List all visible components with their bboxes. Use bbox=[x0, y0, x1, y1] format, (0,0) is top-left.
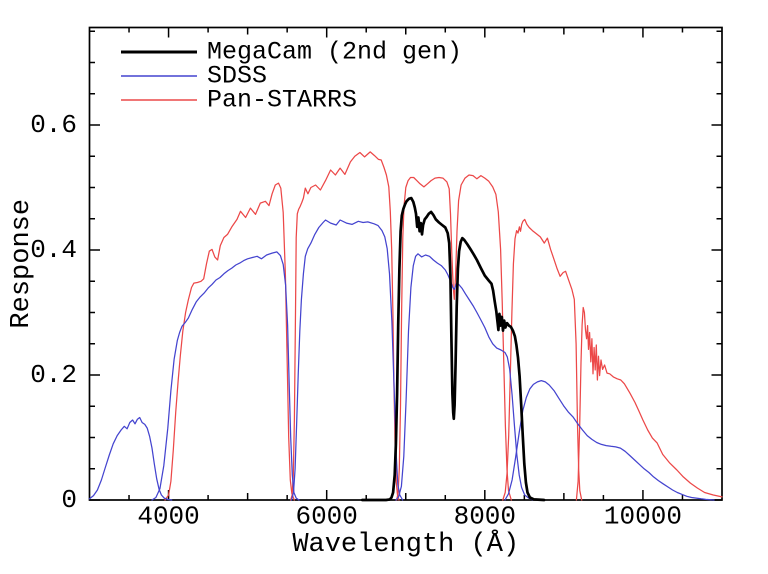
plot-frame bbox=[88, 26, 723, 501]
series-pan-starrs-r bbox=[290, 151, 400, 501]
legend-label: Pan-STARRS bbox=[207, 86, 357, 115]
y-tick-label: 0 bbox=[61, 485, 77, 515]
series-sdss-z bbox=[504, 379, 715, 501]
x-tick-label: 10000 bbox=[604, 502, 682, 532]
series-megacam-i-2nd-gen- bbox=[360, 196, 546, 502]
axis-tick-labels: 4000 6000 8000 10000 0 0.2 0.4 0.6 bbox=[30, 110, 682, 532]
series-curves bbox=[88, 151, 723, 502]
series-pan-starrs-y bbox=[575, 306, 723, 501]
y-tick-label: 0.6 bbox=[30, 110, 77, 140]
series-pan-starrs-z bbox=[502, 218, 583, 501]
y-axis-title: Response bbox=[7, 199, 37, 329]
legend-label: MegaCam (2nd gen) bbox=[207, 38, 462, 67]
y-tick-label: 0.2 bbox=[30, 360, 77, 390]
x-tick-label: 4000 bbox=[137, 502, 199, 532]
series-sdss-u bbox=[88, 416, 173, 501]
series-pan-starrs-g bbox=[164, 182, 295, 501]
series-pan-starrs-i bbox=[396, 174, 512, 501]
x-tick-label: 8000 bbox=[454, 502, 516, 532]
series-sdss-g bbox=[151, 251, 300, 501]
legend-label: SDSS bbox=[207, 62, 267, 91]
x-axis-title: Wavelength (Å) bbox=[292, 529, 519, 560]
x-tick-label: 6000 bbox=[295, 502, 357, 532]
y-tick-label: 0.4 bbox=[30, 235, 77, 265]
axis-ticks bbox=[89, 27, 722, 501]
series-sdss-r bbox=[290, 219, 404, 501]
